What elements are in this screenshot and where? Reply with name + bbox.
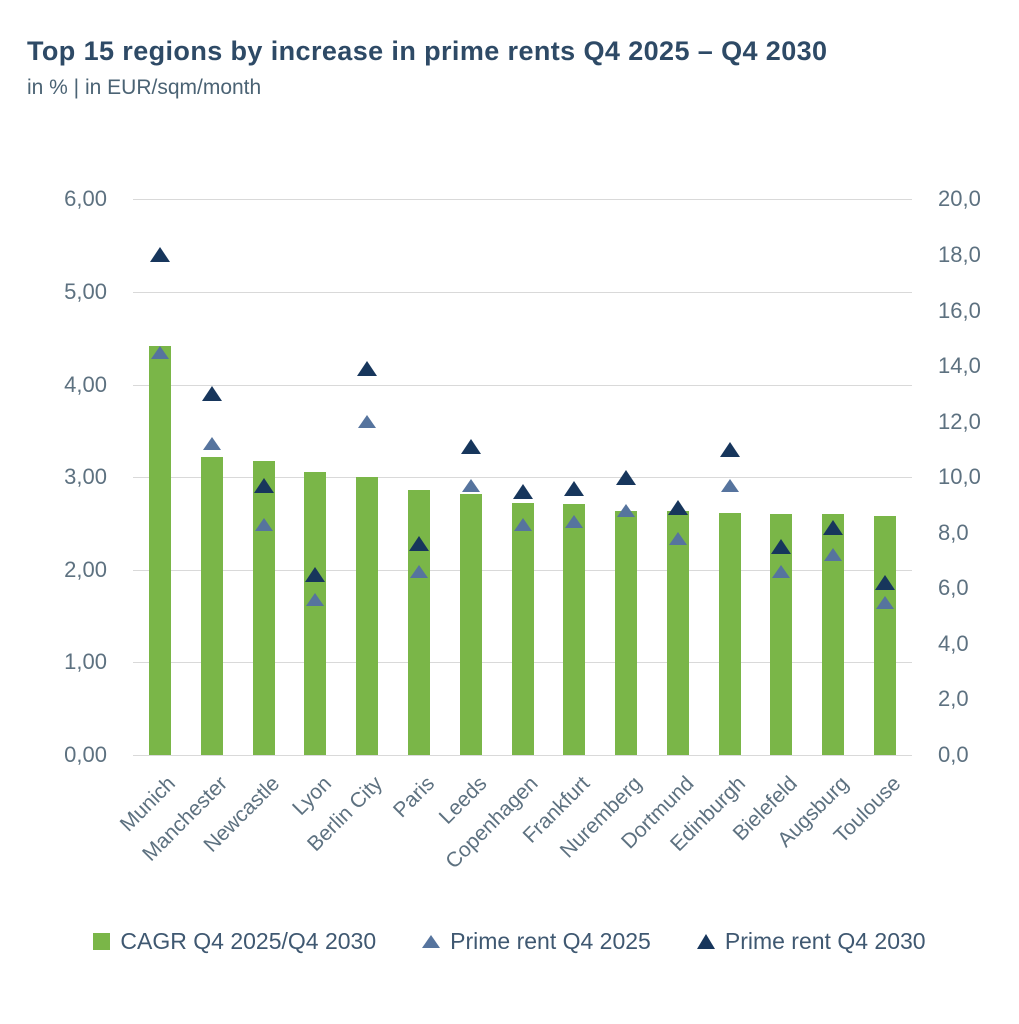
marker-prime-2025 [202,437,221,451]
right-axis-tick: 20,0 [938,186,981,212]
legend-item-prime-2030: Prime rent Q4 2030 [696,928,926,955]
right-axis-tick: 16,0 [938,297,981,323]
x-axis-label: Paris [389,772,440,823]
right-axis-tick: 18,0 [938,241,981,267]
marker-prime-2030 [616,469,637,485]
right-axis-tick: 0,0 [938,742,969,767]
bar-lyon [304,471,327,755]
marker-prime-2025 [876,595,894,609]
left-axis-tick: 2,00 [64,556,107,582]
marker-prime-2030 [253,478,274,494]
marker-prime-2025 [720,479,739,493]
marker-prime-2030 [823,519,844,535]
marker-prime-2030 [564,480,585,496]
left-axis-tick: 3,00 [64,464,107,490]
right-axis-tick: 8,0 [938,519,969,545]
marker-prime-2025 [409,565,428,579]
chart-subtitle: in % | in EUR/sqm/month [27,76,262,99]
marker-prime-2030 [357,361,378,377]
marker-prime-2030 [305,566,326,582]
right-axis-tick: 2,0 [938,686,969,712]
left-axis-tick: 0,00 [64,742,107,767]
marker-prime-2025 [306,592,325,606]
bar-berlin-city [356,477,379,755]
bar-newcastle [252,461,275,755]
legend-label: Prime rent Q4 2030 [724,928,926,954]
marker-prime-2025 [358,415,377,429]
legend-label: CAGR Q4 2025/Q4 2030 [120,928,377,954]
right-axis-tick: 6,0 [938,575,969,601]
bar-toulouse [874,516,896,755]
marker-prime-2030 [512,483,533,499]
marker-prime-2025 [151,345,169,359]
gridline [133,477,912,479]
legend-item-prime-2025: Prime rent Q4 2025 [422,928,651,955]
left-axis-tick: 1,00 [64,649,107,675]
marker-prime-2030 [460,439,481,455]
bar-paris [407,490,430,755]
marker-prime-2030 [201,386,222,402]
marker-prime-2025 [617,504,636,518]
right-axis-tick: 12,0 [938,408,981,434]
bar-leeds [459,493,482,755]
marker-prime-2025 [254,517,273,531]
gridline [133,199,912,201]
triangle-grey-icon [422,935,441,948]
marker-prime-2030 [875,575,895,591]
marker-prime-2025 [824,548,843,562]
marker-prime-2025 [668,531,687,545]
left-axis-tick: 5,00 [64,279,107,304]
marker-prime-2030 [150,247,170,263]
marker-prime-2025 [565,515,584,529]
marker-prime-2030 [719,441,740,457]
bar-swatch-icon [93,933,111,950]
bar-manchester [200,456,223,755]
marker-prime-2030 [771,539,792,555]
left-axis-tick: 6,00 [64,186,107,212]
gridline [133,755,912,756]
chart-title: Top 15 regions by increase in prime rent… [27,36,828,66]
marker-prime-2030 [667,500,688,516]
bar-frankfurt [563,504,586,755]
bar-edinburgh [718,513,741,755]
gridline [133,292,912,293]
marker-prime-2025 [461,479,480,493]
legend-item-cagr: CAGR Q4 2025/Q4 2030 [93,928,376,955]
marker-prime-2025 [513,517,532,531]
marker-prime-2030 [408,536,429,552]
gridline [133,384,912,386]
right-axis-tick: 10,0 [938,464,981,490]
right-axis-tick: 14,0 [938,353,981,379]
triangle-navy-icon [696,934,715,949]
bar-dortmund [666,511,689,755]
left-axis-tick: 4,00 [64,371,107,397]
right-axis-tick: 4,0 [938,630,969,656]
bar-nuremberg [615,510,638,755]
bar-augsburg [822,514,845,755]
legend: CAGR Q4 2025/Q4 2030 Prime rent Q4 2025 … [0,928,1019,955]
legend-label: Prime rent Q4 2025 [450,928,651,954]
marker-prime-2025 [772,565,791,579]
bar-munich [149,345,171,755]
bar-copenhagen [511,503,534,755]
